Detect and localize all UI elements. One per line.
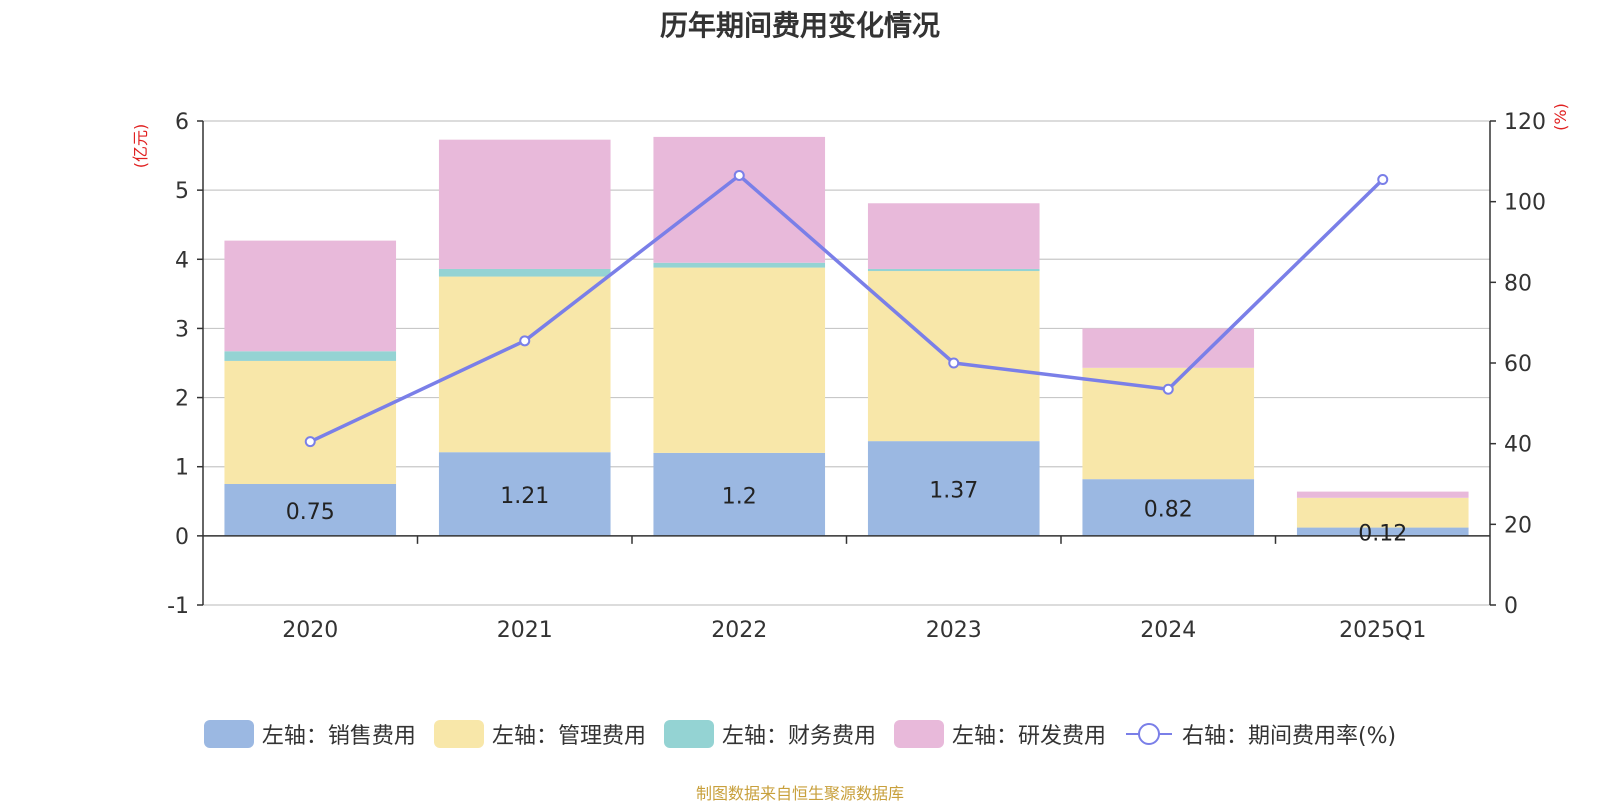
bar-3-2023 (867, 268, 1040, 272)
legend-item-4[interactable]: 左轴：研发费用 (893, 718, 1106, 750)
legend-label: 左轴：财务费用 (721, 724, 876, 749)
right-tick-label: 80 (1504, 271, 1532, 296)
expense-rate-point-2022 (733, 169, 745, 181)
legend-line-marker (1125, 723, 1172, 745)
right-tick-label: 120 (1504, 110, 1546, 135)
data-label: 1.2 (722, 484, 757, 509)
right-tick-label: 60 (1504, 352, 1532, 377)
left-tick-label: 5 (175, 179, 189, 204)
legend-label: 右轴：期间费用率(%) (1181, 724, 1397, 749)
bar-3-2022 (653, 262, 826, 268)
left-tick-label: 6 (175, 110, 189, 135)
legend: 左轴：销售费用 左轴：管理费用 左轴：财务费用 左轴：研发费用 右轴：期间费用率(%) (0, 718, 1600, 750)
legend-swatch (893, 720, 944, 748)
bar-2-2025Q1 (1296, 497, 1469, 528)
bar-1-2024 (1082, 479, 1255, 536)
x-tick-label: 2025Q1 (1339, 618, 1426, 643)
legend-swatch (203, 720, 254, 748)
right-tick-label: 0 (1504, 594, 1518, 619)
bar-3-2020 (224, 351, 397, 361)
legend-item-3[interactable]: 左轴：财务费用 (663, 718, 876, 750)
bar-1-2021 (438, 452, 611, 536)
bar-1-2023 (867, 441, 1040, 536)
source-note: 制图数据来自恒生聚源数据库 (695, 784, 904, 803)
right-tick-label: 100 (1504, 191, 1546, 216)
bar-1-2025Q1 (1296, 527, 1469, 536)
bar-3-2021 (438, 268, 611, 277)
bar-1-2022 (653, 452, 826, 536)
x-tick-label: 2022 (711, 618, 767, 643)
bar-2-2023 (867, 271, 1040, 442)
legend-item-5[interactable]: 右轴：期间费用率(%) (1124, 718, 1396, 750)
left-tick-label: 0 (175, 525, 189, 550)
data-label: 0.12 (1358, 522, 1407, 547)
left-tick-label: -1 (167, 594, 189, 619)
line-series (304, 169, 1389, 448)
bar-2-2021 (438, 276, 611, 453)
legend-swatch (433, 720, 484, 748)
bar-2-2020 (224, 360, 397, 484)
bar-1-2020 (224, 484, 397, 536)
bar-2-2022 (653, 267, 826, 453)
left-tick-label: 1 (175, 456, 189, 481)
left-tick-label: 3 (175, 317, 189, 342)
expense-rate-line (309, 173, 1384, 444)
legend-item-1[interactable]: 左轴：销售费用 (203, 718, 416, 750)
bar-4-2025Q1 (1296, 491, 1469, 498)
expense-rate-point-2024 (1162, 383, 1174, 395)
legend-label: 左轴：管理费用 (491, 724, 646, 749)
bar-4-2024 (1082, 328, 1255, 368)
data-label: 1.37 (929, 478, 978, 503)
expense-rate-point-2020 (304, 436, 316, 448)
bar-4-2020 (224, 240, 397, 352)
right-tick-label: 40 (1504, 433, 1532, 458)
data-label: 0.82 (1144, 498, 1193, 523)
x-tick-label: 2020 (282, 618, 338, 643)
legend-item-2[interactable]: 左轴：管理费用 (433, 718, 646, 750)
bar-4-2023 (867, 203, 1040, 269)
bar-series (224, 136, 1469, 536)
legend-label: 左轴：销售费用 (261, 724, 416, 749)
right-tick-label: 20 (1504, 513, 1532, 538)
legend-swatch (663, 720, 714, 748)
chart-title: 历年期间费用变化情况 (659, 9, 940, 42)
bar-4-2021 (438, 139, 611, 269)
expense-rate-point-2021 (519, 335, 531, 347)
legend-marker-circle (1137, 723, 1160, 745)
right-axis-label: (%) (1551, 103, 1570, 131)
data-label: 0.75 (286, 500, 335, 525)
x-tick-label: 2023 (926, 618, 982, 643)
expense-rate-point-2023 (948, 357, 960, 369)
expense-rate-point-2025Q1 (1377, 173, 1389, 185)
left-tick-label: 4 (175, 248, 189, 273)
legend-label: 左轴：研发费用 (951, 724, 1106, 749)
x-tick-label: 2021 (497, 618, 553, 643)
left-axis-label: (亿元) (131, 124, 150, 169)
data-labels: 0.75 1.21 1.2 1.37 0.82 0.12 (286, 478, 1407, 546)
data-label: 1.21 (500, 484, 549, 509)
bar-4-2022 (653, 136, 826, 263)
left-tick-label: 2 (175, 387, 189, 412)
x-tick-label: 2024 (1140, 618, 1196, 643)
